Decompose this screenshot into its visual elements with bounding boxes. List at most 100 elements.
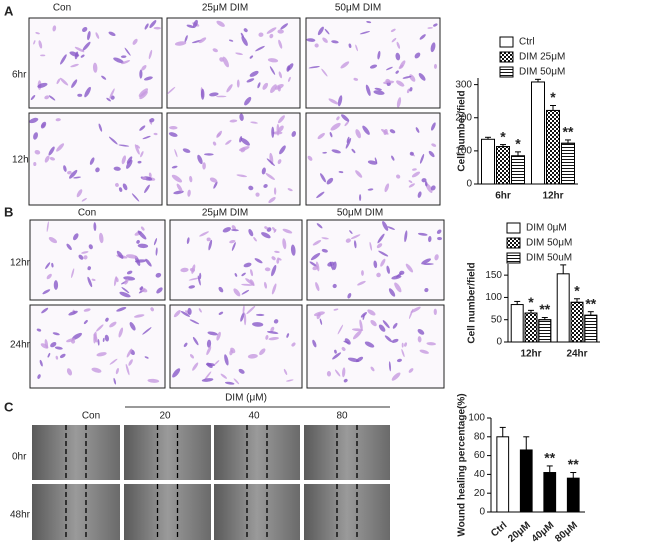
cell-shape: [209, 177, 218, 183]
cell-shape: [225, 139, 232, 145]
cell-shape: [92, 62, 98, 73]
cell-shape: [306, 38, 316, 42]
bar-hatch: [546, 109, 560, 185]
legend-hatch: [506, 237, 521, 249]
cell-shape: [367, 188, 374, 191]
cell-shape: [374, 87, 382, 91]
cell-shape: [331, 40, 339, 44]
legend-hatch: [499, 51, 514, 63]
cell-shape: [224, 381, 235, 385]
significance: **: [568, 456, 579, 472]
cell-shape: [142, 327, 152, 335]
cell-shape: [187, 307, 192, 315]
cell-shape: [283, 368, 288, 376]
cell-shape: [199, 272, 202, 280]
cell-shape: [142, 176, 147, 180]
cell-shape: [310, 252, 321, 261]
bar-hatch: [511, 155, 525, 185]
cell-shape: [431, 143, 437, 147]
cell-shape: [218, 311, 224, 315]
cell-shape: [359, 194, 362, 201]
cell-shape: [239, 113, 244, 121]
x-tick-label: 20μM: [506, 520, 533, 545]
cell-shape: [73, 176, 82, 179]
cell-shape: [226, 84, 233, 93]
cell-shape: [229, 240, 236, 244]
cell-shape: [231, 225, 237, 231]
cell-shape: [317, 132, 325, 140]
micrograph: [169, 304, 303, 389]
cell-shape: [46, 273, 52, 280]
cell-shape: [182, 148, 191, 153]
cell-shape: [255, 313, 265, 316]
cell-shape: [343, 378, 348, 383]
cell-shape: [59, 353, 66, 359]
cell-shape: [254, 258, 263, 264]
cell-shape: [340, 61, 350, 69]
cell-shape: [359, 319, 363, 331]
cell-shape: [115, 276, 119, 283]
cell-shape: [373, 90, 385, 95]
cell-shape: [282, 238, 287, 250]
cell-shape: [47, 352, 51, 358]
cell-shape: [324, 28, 330, 35]
cell-shape: [267, 58, 279, 63]
cell-shape: [40, 54, 46, 57]
cell-shape: [119, 291, 131, 298]
y-tick-label: 100: [455, 146, 472, 157]
cell-shape: [252, 322, 264, 327]
cell-shape: [253, 237, 257, 242]
cell-shape: [189, 319, 200, 325]
cell-shape: [120, 55, 127, 58]
cell-shape: [109, 321, 117, 328]
cell-shape: [48, 146, 55, 156]
cell-shape: [367, 309, 376, 316]
cell-shape: [206, 237, 211, 242]
cell-shape: [270, 326, 275, 333]
cell-shape: [287, 188, 293, 192]
cell-shape: [186, 24, 195, 29]
y-axis-label: Cell number/field: [467, 262, 478, 343]
cell-shape: [388, 288, 396, 297]
cell-shape: [417, 232, 428, 236]
cell-shape: [93, 333, 98, 343]
cell-shape: [222, 227, 232, 233]
cell-shape: [408, 183, 415, 188]
cell-shape: [118, 327, 124, 338]
cell-shape: [224, 354, 229, 366]
cell-shape: [377, 50, 381, 60]
cell-shape: [93, 222, 97, 232]
cell-shape: [273, 319, 279, 324]
cell-shape: [147, 378, 160, 383]
significance: *: [515, 136, 521, 152]
y-axis-label: Cell number/field: [457, 90, 468, 171]
cell-shape: [99, 232, 104, 244]
cell-shape: [109, 358, 118, 365]
cell-shape: [56, 78, 61, 85]
cell-shape: [245, 278, 255, 286]
cell-shape: [149, 118, 155, 123]
cell-shape: [213, 181, 218, 189]
legend-label: DIM 50uM: [526, 253, 572, 264]
cell-shape: [145, 258, 152, 267]
cell-shape: [355, 129, 361, 139]
cell-shape: [136, 239, 140, 244]
cell-shape: [38, 40, 43, 49]
cell-shape: [54, 346, 63, 350]
cell-shape: [133, 314, 145, 318]
cell-shape: [142, 135, 151, 140]
cell-shape: [246, 305, 256, 315]
cell-shape: [264, 267, 271, 272]
cell-shape: [266, 27, 277, 34]
cell-shape: [286, 333, 290, 338]
cell-shape: [118, 187, 123, 192]
cell-shape: [39, 359, 43, 367]
bar: [566, 477, 580, 513]
cell-shape: [198, 308, 202, 313]
row-label: 12hr: [12, 155, 33, 166]
cell-shape: [384, 335, 393, 343]
cell-shape: [243, 313, 247, 326]
cell-shape: [174, 41, 187, 46]
cell-shape: [307, 155, 313, 161]
cell-shape: [332, 352, 342, 360]
